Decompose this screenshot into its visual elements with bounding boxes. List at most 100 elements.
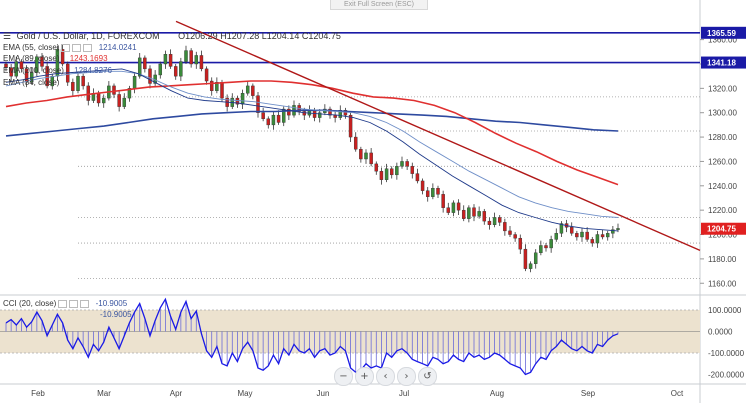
candle-body [379, 170, 384, 180]
candle-body [559, 223, 564, 234]
candle-body [436, 188, 440, 195]
time-tick-label: Aug [490, 389, 504, 398]
cci-tick-label: -100.0000 [708, 349, 745, 358]
price-label-text: 1341.18 [707, 59, 736, 68]
scroll-right-button[interactable]: › [397, 367, 416, 386]
candle-body [569, 227, 574, 234]
candle-body [384, 168, 389, 180]
candle-body [96, 93, 101, 104]
price-tick-label: 1320.00 [708, 84, 737, 93]
candle-body [611, 229, 615, 234]
candle-body [477, 211, 481, 217]
price-tick-label: 1220.00 [708, 206, 737, 215]
trendline [175, 20, 701, 252]
cci-value-1: -10.9005 [95, 299, 128, 308]
candle-body [112, 85, 116, 95]
candle-body [369, 152, 373, 165]
ema34-name: EMA (34, close) [3, 78, 60, 87]
ema55-legend: EMA (55, close) 1214.0241 [3, 43, 137, 52]
settings-icon[interactable] [72, 43, 82, 52]
cci-name: CCI (20, close) [3, 299, 57, 308]
candle-body [245, 85, 250, 94]
close-value: C1204.75 [301, 31, 341, 41]
candle-body [287, 108, 291, 116]
candle-body [456, 202, 461, 211]
candle-body [451, 202, 456, 213]
candle-body [81, 75, 85, 87]
time-tick-label: Jun [317, 389, 330, 398]
candle-body [513, 234, 517, 239]
close-icon[interactable] [80, 299, 90, 308]
cci-tick-label: 100.0000 [708, 306, 742, 315]
candle-body [302, 111, 307, 116]
candle-body [353, 136, 358, 150]
candle-body [420, 180, 425, 191]
reset-button[interactable]: ↺ [418, 367, 437, 386]
candle-body [71, 82, 75, 91]
candle-body [204, 68, 209, 82]
settings-icon[interactable] [69, 299, 79, 308]
time-tick-label: Apr [170, 389, 183, 398]
price-tick-label: 1240.00 [708, 182, 737, 191]
candle-body [400, 161, 404, 167]
ema89-value: 1243.1693 [69, 54, 108, 63]
candle-body [461, 209, 466, 219]
high-value: H1207.28 [220, 31, 260, 41]
ema200-name: EMA (200, close) [3, 66, 64, 75]
candle-body [60, 49, 65, 65]
candle-body [132, 75, 137, 89]
candle-body [35, 56, 39, 73]
zoom-in-button[interactable]: + [355, 367, 374, 386]
time-tick-label: Jul [399, 389, 409, 398]
price-label-box [701, 56, 746, 69]
candle-body [600, 234, 605, 238]
candle-body [575, 233, 579, 238]
candle-body [549, 239, 553, 249]
eye-icon[interactable] [61, 43, 71, 52]
scroll-left-button[interactable]: ‹ [376, 367, 395, 386]
symbol-title: Gold / U.S. Dollar, 1D, FOREXCOM [16, 31, 160, 41]
menu-icon[interactable]: ☰ [3, 31, 12, 41]
candle-body [554, 233, 559, 240]
candle-body [544, 245, 548, 249]
candle-body [86, 85, 91, 101]
price-tick-label: 1160.00 [708, 279, 737, 288]
candle-body [14, 61, 19, 77]
candle-body [343, 110, 348, 116]
time-tick-label: Mar [97, 389, 111, 398]
candle-body [487, 220, 492, 225]
candle-body [9, 67, 13, 77]
candle-body [503, 222, 507, 232]
candle-body [215, 82, 219, 91]
ema200-legend: EMA (200, close) 1284.8276 [3, 66, 112, 75]
candle-body [76, 75, 80, 91]
ema200-value: 1284.8276 [74, 66, 112, 75]
candle-body [220, 82, 224, 99]
price-label-box [701, 26, 746, 39]
candle-body [117, 94, 121, 107]
candle-body [19, 61, 24, 70]
candle-body [137, 57, 142, 77]
candle-body [199, 55, 204, 70]
candle-body [4, 63, 8, 68]
candle-body [410, 166, 415, 174]
candle-body [271, 114, 276, 126]
zoom-out-button[interactable]: − [334, 367, 353, 386]
ema55-name: EMA (55, close) [3, 43, 60, 52]
close-icon[interactable] [83, 43, 93, 52]
price-label-box [701, 222, 746, 235]
candle-body [281, 108, 286, 123]
candle-body [127, 88, 132, 99]
candle-body [616, 228, 620, 230]
candle-body [209, 80, 214, 91]
exit-fullscreen-tip[interactable]: Exit Full Screen (ESC) [330, 0, 428, 10]
ema55-line [5, 70, 619, 218]
candle-body [605, 233, 610, 238]
eye-icon[interactable] [58, 299, 68, 308]
candle-body [467, 207, 471, 219]
candle-body [194, 55, 199, 65]
candle-body [101, 97, 106, 104]
candle-body [374, 163, 379, 172]
candle-body [539, 245, 543, 253]
